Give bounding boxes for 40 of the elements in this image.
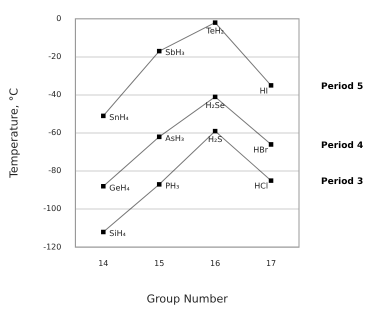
y-tick-label: -60 — [48, 128, 62, 138]
annotation: SnH₄ — [109, 112, 129, 122]
y-tick-label: -120 — [43, 242, 62, 252]
point — [268, 142, 274, 147]
annotation: SbH₃ — [165, 48, 185, 58]
text: Period 5 — [321, 82, 364, 92]
annotation: HBr — [253, 146, 269, 154]
y-tick-label: -100 — [43, 204, 62, 214]
annotation: HCl — [254, 182, 268, 191]
point — [101, 184, 106, 189]
x-tick-label: 16 — [210, 259, 220, 268]
y-tick-label: -40 — [48, 90, 62, 100]
annotation: SiH₄ — [109, 229, 126, 238]
annotation: GeH₄ — [109, 183, 130, 192]
annotation: TeH₂ — [205, 26, 224, 36]
x-tick-label: 17 — [266, 259, 276, 268]
point — [156, 182, 162, 187]
x-tick-label: 15 — [154, 259, 164, 268]
x-axis-title: Group Number — [146, 292, 228, 306]
text: Period 3 — [321, 176, 364, 187]
x-tick-label: 14 — [98, 259, 108, 268]
y-tick-label: -20 — [48, 52, 62, 61]
annotation: AsH₃ — [165, 134, 184, 143]
point — [212, 20, 218, 25]
text: Period 4 — [321, 140, 364, 151]
y-tick-label: 0 — [56, 14, 62, 23]
annotation: H₂Se — [206, 100, 225, 110]
point — [212, 128, 218, 134]
point — [268, 83, 274, 88]
point — [101, 230, 106, 234]
point — [212, 94, 218, 100]
point — [268, 178, 274, 183]
y-axis-title: Temperature, °C — [7, 88, 20, 179]
annotation: PH₃ — [165, 181, 180, 190]
point — [101, 114, 106, 118]
point — [156, 48, 162, 54]
y-tick-label: -80 — [48, 166, 62, 176]
annotation: H₂S — [208, 135, 222, 144]
annotation: HI — [260, 86, 268, 96]
point — [156, 134, 162, 140]
